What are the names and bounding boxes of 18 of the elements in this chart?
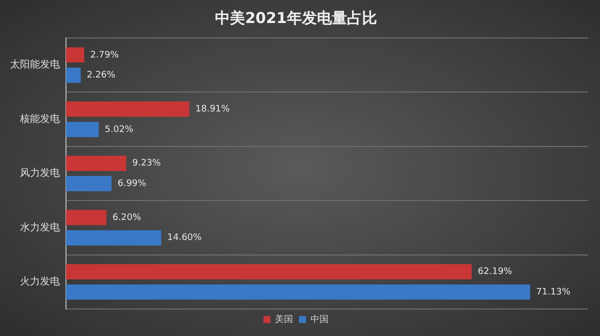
data-label: 9.23% xyxy=(132,158,162,169)
data-label: 14.60% xyxy=(167,233,202,244)
data-label: 6.99% xyxy=(118,179,147,190)
chart-title: 中美2021年发电量占比 xyxy=(215,8,377,27)
data-label: 5.02% xyxy=(104,124,134,135)
data-label: 6.20% xyxy=(112,212,142,223)
y-tick-label: 风力发电 xyxy=(20,167,60,180)
legend-label: 中国 xyxy=(310,314,328,325)
legend-label: 美国 xyxy=(275,314,293,325)
data-label: 2.26% xyxy=(86,70,116,81)
data-label: 71.13% xyxy=(536,287,571,298)
data-label: 2.79% xyxy=(90,50,120,60)
y-tick-label: 水力发电 xyxy=(20,221,60,234)
y-tick-label: 火力发电 xyxy=(20,275,60,288)
y-tick-label: 核能发电 xyxy=(19,112,60,125)
data-label: 18.91% xyxy=(195,104,230,114)
data-label: 62.19% xyxy=(478,267,513,278)
y-tick-label: 太阳能发电 xyxy=(10,58,60,71)
